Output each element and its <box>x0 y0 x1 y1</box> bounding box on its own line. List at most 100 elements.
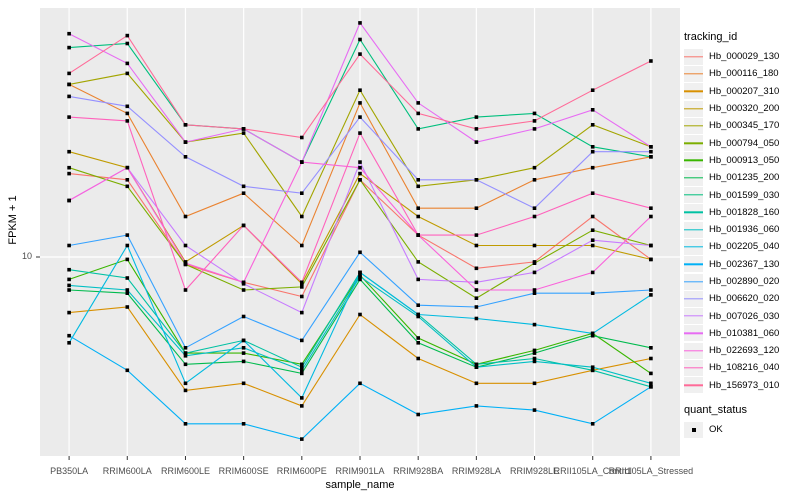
legend-line-icon <box>684 280 703 283</box>
legend-item-Hb_000320_200: Hb_000320_200 <box>684 100 798 117</box>
legend-item-label: Hb_002367_130 <box>709 258 780 270</box>
legend-item-Hb_000116_180: Hb_000116_180 <box>684 65 798 82</box>
data-point <box>300 310 304 315</box>
data-point <box>416 127 420 131</box>
data-point <box>67 165 71 170</box>
data-point <box>125 41 130 46</box>
data-point <box>241 280 246 285</box>
legend-item-label: Hb_002890_020 <box>709 276 780 287</box>
data-point <box>532 408 537 412</box>
data-point <box>241 359 246 364</box>
legend-key-swatch <box>684 377 703 394</box>
data-point <box>67 171 71 176</box>
legend-line-icon <box>684 211 703 214</box>
x-tick-label: RRIM928LE <box>510 466 559 476</box>
legend-line-icon <box>684 349 703 352</box>
legend-item-Hb_001936_060: Hb_001936_060 <box>684 221 798 238</box>
data-point <box>183 362 188 367</box>
data-point <box>532 359 537 364</box>
data-point <box>590 165 595 170</box>
legend-key-swatch <box>684 221 703 238</box>
data-point <box>590 108 595 112</box>
data-point <box>649 381 653 386</box>
legend-line-icon <box>684 142 703 144</box>
data-point <box>183 422 188 426</box>
data-point <box>300 404 304 408</box>
data-point <box>532 348 537 353</box>
data-point <box>183 214 188 219</box>
legend-line-icon <box>684 246 703 248</box>
data-point <box>125 184 130 189</box>
data-point <box>300 135 304 140</box>
data-point <box>300 371 304 376</box>
data-point <box>474 288 479 292</box>
y-axis-title: FPKM + 1 <box>7 195 19 245</box>
data-point <box>532 261 537 265</box>
data-point <box>300 362 304 367</box>
data-point <box>532 127 537 131</box>
data-point <box>532 243 537 248</box>
legend-item-Hb_002205_040: Hb_002205_040 <box>684 238 798 255</box>
data-point <box>416 336 420 340</box>
legend-item-label: Hb_000345_170 <box>709 120 780 132</box>
data-point <box>300 243 304 248</box>
legend-item-label: Hb_002205_040 <box>709 241 780 253</box>
data-point <box>67 283 71 288</box>
data-point <box>300 191 304 195</box>
data-point <box>67 45 71 50</box>
data-point <box>125 119 130 123</box>
data-point <box>590 88 595 92</box>
data-point <box>300 368 304 373</box>
legend-item-label: Hb_001599_030 <box>709 189 780 201</box>
x-tick-label: RRIM600LE <box>161 466 210 476</box>
legend-line-icon <box>684 384 703 386</box>
data-point <box>532 288 537 292</box>
x-tick-label: RRIM901LA <box>335 466 384 476</box>
legend-item-quant-ok: OK <box>684 421 798 438</box>
data-point <box>125 257 130 262</box>
data-point <box>532 351 537 355</box>
data-point <box>241 346 246 350</box>
data-point <box>125 243 130 248</box>
legend-key-swatch <box>684 187 703 204</box>
data-point <box>532 111 537 116</box>
data-point <box>300 338 304 343</box>
data-point <box>125 288 130 292</box>
data-point <box>532 214 537 219</box>
data-point <box>241 314 246 319</box>
legend-item-label: Hb_006620_020 <box>709 293 780 305</box>
data-point <box>300 214 304 219</box>
data-point <box>125 233 130 237</box>
data-point <box>416 260 420 264</box>
data-point <box>649 59 653 63</box>
data-point <box>183 261 188 265</box>
legend-key-swatch <box>684 65 703 82</box>
data-point <box>474 316 479 321</box>
data-point <box>590 145 595 149</box>
legend-key-swatch <box>684 308 703 325</box>
legend-item-label: Hb_108216_040 <box>709 362 780 374</box>
x-tick-label: RRIM600SE <box>219 466 269 476</box>
legend-item-label: Hb_000913_050 <box>709 154 780 166</box>
data-point <box>649 356 653 361</box>
data-point <box>358 21 362 25</box>
data-point <box>532 356 537 361</box>
data-point <box>183 243 188 248</box>
data-point <box>649 257 653 262</box>
data-point <box>416 356 420 361</box>
data-point <box>67 198 71 203</box>
data-point <box>649 346 653 350</box>
data-point <box>241 422 246 426</box>
data-point <box>649 155 653 159</box>
legend-line-icon <box>684 315 703 317</box>
data-point <box>125 104 130 109</box>
data-point <box>474 305 479 309</box>
data-point <box>416 206 420 210</box>
data-point <box>67 94 71 99</box>
legend-item-label: Hb_156973_010 <box>709 379 780 391</box>
legend-item-label: Hb_001828_160 <box>709 206 780 218</box>
legend-line-icon <box>684 177 703 179</box>
data-point <box>183 388 188 393</box>
